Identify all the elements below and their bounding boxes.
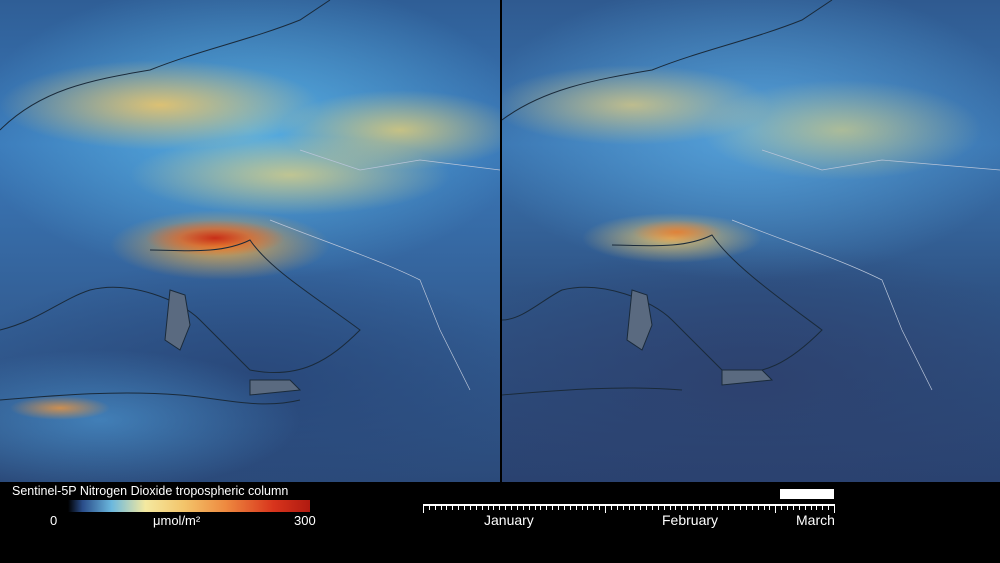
- coastline-overlay: [502, 0, 1000, 396]
- timeline-tick: [499, 504, 501, 510]
- timeline-tick: [822, 504, 824, 510]
- timeline-tick: [693, 504, 695, 510]
- colorbar-min-label: 0: [50, 513, 58, 528]
- timeline-tick: [528, 504, 530, 510]
- timeline-tick: [516, 504, 518, 510]
- timeline-tick: [828, 504, 830, 510]
- timeline-tick: [522, 504, 524, 510]
- timeline-tick: [475, 504, 477, 510]
- timeline-tick: [698, 504, 700, 510]
- no2-map-after: [502, 0, 1000, 482]
- timeline-tick: [663, 504, 665, 510]
- timeline-tick: [710, 504, 712, 510]
- timeline-tick: [704, 504, 706, 510]
- timeline-tick: [798, 504, 800, 510]
- timeline-tick: [534, 504, 536, 510]
- timeline-tick: [487, 504, 489, 510]
- timeline-tick: [423, 504, 424, 513]
- timeline-tick: [493, 504, 495, 510]
- timeline-tick: [669, 504, 671, 510]
- timeline-tick: [440, 504, 442, 510]
- legend-title: Sentinel-5P Nitrogen Dioxide tropospheri…: [12, 484, 289, 498]
- timeline-tick: [728, 504, 730, 510]
- colorbar-unit-label: μmol/m²: [153, 513, 201, 528]
- timeline-tick: [446, 504, 448, 510]
- timeline-tick: [464, 504, 466, 510]
- timeline-tick: [434, 504, 436, 510]
- timeline-month-march: March: [796, 512, 835, 528]
- timeline-tick: [581, 504, 583, 510]
- timeline-month-february: February: [662, 512, 719, 528]
- timeline-tick: [481, 504, 483, 510]
- timeline-tick: [804, 504, 806, 510]
- timeline-tick: [751, 504, 753, 510]
- timeline-tick: [640, 504, 642, 510]
- timeline-tick: [452, 504, 454, 510]
- timeline-tick: [781, 504, 783, 510]
- timeline-tick: [675, 504, 677, 510]
- timeline-current-marker: [780, 489, 834, 499]
- timeline-tick: [734, 504, 736, 510]
- timeline-tick: [628, 504, 630, 510]
- no2-map-before: [0, 0, 500, 482]
- timeline-tick: [622, 504, 624, 510]
- timeline-tick: [745, 504, 747, 510]
- timeline-tick: [757, 504, 759, 510]
- timeline-tick: [558, 504, 560, 510]
- colorbar: [68, 500, 310, 512]
- timeline-tick: [657, 504, 659, 510]
- timeline-tick: [569, 504, 571, 510]
- timeline-tick: [775, 504, 777, 513]
- timeline-month-january: January: [484, 512, 534, 528]
- coastline-overlay: [0, 0, 500, 405]
- timeline-tick: [599, 504, 601, 510]
- timeline-tick: [546, 504, 548, 510]
- timeline-scale: [423, 500, 835, 513]
- timeline-tick: [787, 504, 789, 510]
- timeline-tick: [511, 504, 513, 510]
- timeline-tick: [587, 504, 589, 510]
- timeline-tick: [563, 504, 565, 510]
- timeline-tick: [740, 504, 742, 510]
- timeline-tick: [810, 504, 812, 510]
- timeline-tick: [816, 504, 818, 510]
- timeline-tick: [681, 504, 683, 510]
- timeline-tick: [616, 504, 618, 510]
- timeline-tick: [505, 504, 507, 510]
- timeline-tick: [428, 504, 430, 510]
- timeline-tick: [687, 504, 689, 510]
- timeline-tick: [716, 504, 718, 510]
- timeline-tick: [552, 504, 554, 510]
- timeline-tick: [593, 504, 595, 510]
- timeline-tick: [834, 504, 835, 513]
- timeline-tick: [634, 504, 636, 510]
- timeline-tick: [610, 504, 612, 510]
- timeline-tick: [575, 504, 577, 510]
- timeline-tick: [605, 504, 606, 513]
- timeline-tick: [540, 504, 542, 510]
- timeline-tick: [763, 504, 765, 510]
- timeline-tick: [722, 504, 724, 510]
- timeline-tick: [651, 504, 653, 510]
- timeline-tick: [792, 504, 794, 510]
- timeline-tick: [769, 504, 771, 510]
- colorbar-max-label: 300: [294, 513, 316, 528]
- timeline-tick: [646, 504, 648, 510]
- timeline-tick: [458, 504, 460, 510]
- timeline-tick: [469, 504, 471, 510]
